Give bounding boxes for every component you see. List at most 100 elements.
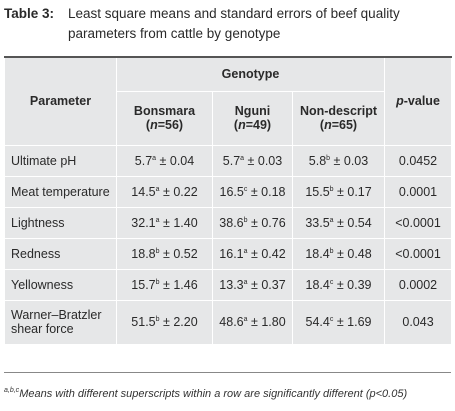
- table-footnote: a,b,cMeans with different superscripts w…: [4, 387, 450, 400]
- pvalue-header: p-value: [384, 56, 453, 146]
- table-row: Lightness 32.1a ± 1.40 38.6b ± 0.76 33.5a ±…: [4, 206, 453, 239]
- superscript: a: [243, 247, 248, 255]
- superscript: b: [155, 247, 160, 255]
- standard-error: ± 0.39: [333, 277, 372, 292]
- standard-error: ± 0.42: [247, 246, 286, 261]
- group-name: Non-descript: [299, 104, 378, 118]
- mean-value: 18.4: [305, 246, 330, 261]
- group-n: (n=56): [145, 118, 184, 132]
- caption-label: Table 3:: [4, 6, 55, 21]
- table-row: Meat temperature 14.5a ± 0.22 16.5c ± 0.18…: [4, 175, 453, 208]
- superscript: a: [243, 278, 248, 286]
- standard-error: ± 0.17: [333, 184, 372, 199]
- superscript: c: [329, 278, 334, 286]
- standard-error: ± 0.37: [247, 277, 286, 292]
- value-cell: 51.5b ± 2.20: [116, 299, 213, 345]
- mean-value: 51.5: [131, 315, 156, 329]
- standard-error: ± 1.46: [159, 277, 198, 292]
- mean-value: 32.1: [131, 215, 156, 230]
- mean-value: 15.7: [131, 277, 156, 292]
- parameter-cell: Warner–Bratzler shear force: [4, 299, 117, 345]
- superscript: b: [155, 278, 160, 286]
- mean-value: 18.4: [305, 277, 330, 292]
- mean-value: 16.5: [219, 184, 244, 199]
- value-cell: 16.1a ± 0.42: [212, 237, 293, 270]
- value-cell: 16.5c ± 0.18: [212, 175, 293, 208]
- value-cell: 18.4c ± 0.39: [291, 268, 386, 301]
- beef-quality-table: Parameter Genotype p-value Bonsmara (n=5…: [4, 56, 453, 345]
- value-cell: 48.6a ± 1.80: [212, 299, 293, 345]
- mean-value: 14.5: [131, 184, 156, 199]
- pvalue-cell: <0.0001: [384, 237, 453, 270]
- superscript: a: [155, 216, 160, 224]
- standard-error: ± 0.18: [247, 184, 286, 199]
- parameter-header: Parameter: [4, 56, 117, 146]
- superscript: a: [243, 316, 248, 323]
- footnote-sup: a,b,c: [4, 387, 20, 394]
- mean-value: 38.6: [219, 215, 244, 230]
- parameter-cell: Yellowness: [4, 268, 117, 301]
- value-cell: 13.3a ± 0.37: [212, 268, 293, 301]
- pvalue-cell: <0.0001: [384, 206, 453, 239]
- group-n: (n=65): [319, 118, 358, 132]
- caption-text: Least square means and standard errors o…: [68, 6, 400, 41]
- value-cell: 5.7a ± 0.04: [116, 144, 213, 177]
- superscript: b: [243, 216, 248, 224]
- superscript: a: [329, 216, 334, 224]
- table-caption: Table 3: Least square means and standard…: [4, 4, 450, 44]
- mean-value: 33.5: [305, 215, 330, 230]
- superscript: c: [329, 316, 334, 323]
- parameter-cell: Lightness: [4, 206, 117, 239]
- value-cell: 33.5a ± 0.54: [291, 206, 386, 239]
- table-row: Yellowness 15.7b ± 1.46 13.3a ± 0.37 18.4c …: [4, 268, 453, 301]
- parameter-cell: Redness: [4, 237, 117, 270]
- standard-error: ± 0.76: [247, 215, 286, 230]
- group-name: Nguni: [234, 104, 271, 118]
- standard-error: ± 0.03: [330, 153, 369, 168]
- superscript: b: [329, 185, 334, 193]
- value-cell: 15.7b ± 1.46: [116, 268, 213, 301]
- pvalue-cell: 0.043: [384, 299, 453, 345]
- group-name: Bonsmara: [133, 104, 196, 118]
- mean-value: 5.8: [308, 153, 327, 168]
- group-n: (n=49): [233, 118, 272, 132]
- group-header-nguni: Nguni (n=49): [212, 90, 293, 146]
- group-header-bonsmara: Bonsmara (n=56): [116, 90, 213, 146]
- value-cell: 18.8b ± 0.52: [116, 237, 213, 270]
- footnote-text: Means with different superscripts within…: [19, 388, 408, 400]
- pvalue-p: p: [396, 94, 404, 109]
- mean-value: 54.4: [305, 315, 330, 329]
- value-cell: 32.1a ± 1.40: [116, 206, 213, 239]
- standard-error: ± 1.69: [333, 315, 372, 329]
- standard-error: ± 0.22: [159, 184, 198, 199]
- standard-error: ± 0.52: [159, 246, 198, 261]
- mean-value: 5.7: [222, 153, 241, 168]
- table-row: Ultimate pH 5.7a ± 0.04 5.7a ± 0.03 5.8b ± …: [4, 144, 453, 177]
- standard-error: ± 0.04: [156, 153, 195, 168]
- mean-value: 18.8: [131, 246, 156, 261]
- superscript: a: [152, 154, 157, 162]
- value-cell: 38.6b ± 0.76: [212, 206, 293, 239]
- standard-error: ± 0.54: [333, 215, 372, 230]
- parameter-cell: Ultimate pH: [4, 144, 117, 177]
- superscript: a: [240, 154, 245, 162]
- value-cell: 14.5a ± 0.22: [116, 175, 213, 208]
- superscript: b: [326, 154, 331, 162]
- value-cell: 18.4b ± 0.48: [291, 237, 386, 270]
- genotype-header: Genotype: [115, 56, 386, 92]
- standard-error: ± 0.48: [333, 246, 372, 261]
- standard-error: ± 0.03: [244, 153, 283, 168]
- table-row: Warner–Bratzler shear force 51.5b ± 2.20 4…: [4, 299, 453, 345]
- mean-value: 48.6: [219, 315, 244, 329]
- mean-value: 13.3: [219, 277, 244, 292]
- superscript: a: [155, 185, 160, 193]
- value-cell: 54.4c ± 1.69: [291, 299, 386, 345]
- table-row: Redness 18.8b ± 0.52 16.1a ± 0.42 18.4b ± 0…: [4, 237, 453, 270]
- mean-value: 5.7: [134, 153, 153, 168]
- mean-value: 16.1: [219, 246, 244, 261]
- superscript: b: [155, 316, 160, 323]
- pvalue-cell: 0.0452: [384, 144, 453, 177]
- pvalue-cell: 0.0002: [384, 268, 453, 301]
- pvalue-cell: 0.0001: [384, 175, 453, 208]
- pvalue-rest: -value: [403, 94, 440, 109]
